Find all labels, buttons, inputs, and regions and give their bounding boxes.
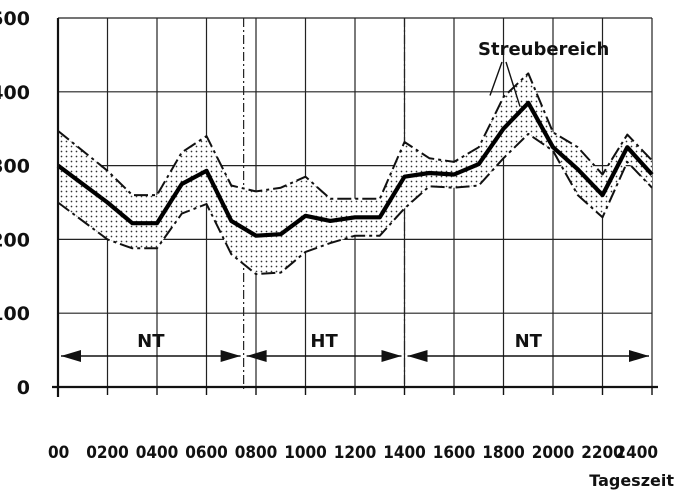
series-upper-line (57, 72, 653, 200)
x-tick-label: 0200 (86, 443, 129, 463)
x-tick-label: 2400 (615, 443, 658, 463)
period-arrow-head (629, 350, 649, 362)
period-label: NT (515, 331, 543, 352)
x-tick-label: 00 (48, 443, 69, 463)
series-lower-line (57, 132, 653, 276)
y-tick-label: 200 (0, 229, 30, 251)
y-tick-label: 300 (0, 156, 30, 178)
x-tick-label: 0800 (235, 443, 278, 463)
x-tick-label: 1800 (482, 443, 525, 463)
x-tick-label: 1600 (433, 443, 476, 463)
period-arrow-head (407, 350, 428, 362)
y-tick-label: 100 (0, 303, 30, 325)
annotations: NT HT NT (61, 61, 649, 362)
y-tick-label: 500 (0, 8, 30, 30)
band-label-leader (489, 61, 503, 96)
period-arrow-head (246, 350, 267, 362)
series-mean-line (56, 100, 654, 238)
period-label: NT (137, 331, 165, 352)
x-tick-label: 0400 (136, 443, 179, 463)
axes: 0 100 200 300 400 500 00 0200 0400 0600 0800 1000 12… (0, 8, 658, 463)
x-tick-label: 0600 (185, 443, 228, 463)
band-label: Streubereich (478, 39, 609, 60)
y-tick-label: 0 (17, 377, 30, 399)
period-arrow-head (381, 350, 402, 362)
x-tick-label: 1200 (334, 443, 377, 463)
period-arrow-head (220, 350, 241, 362)
x-tick-label: 2000 (532, 443, 575, 463)
x-axis-label: Tageszeit (589, 471, 674, 490)
x-tick-label: 1000 (284, 443, 327, 463)
x-tick-label: 1400 (383, 443, 426, 463)
series-lines (56, 72, 654, 276)
scatter-band (58, 73, 652, 275)
y-tick-label: 400 (0, 82, 30, 104)
period-arrow-head (61, 350, 81, 362)
x-tick-label: 2200 (581, 443, 624, 463)
band-label-leader (505, 61, 521, 107)
period-label: HT (310, 331, 338, 352)
